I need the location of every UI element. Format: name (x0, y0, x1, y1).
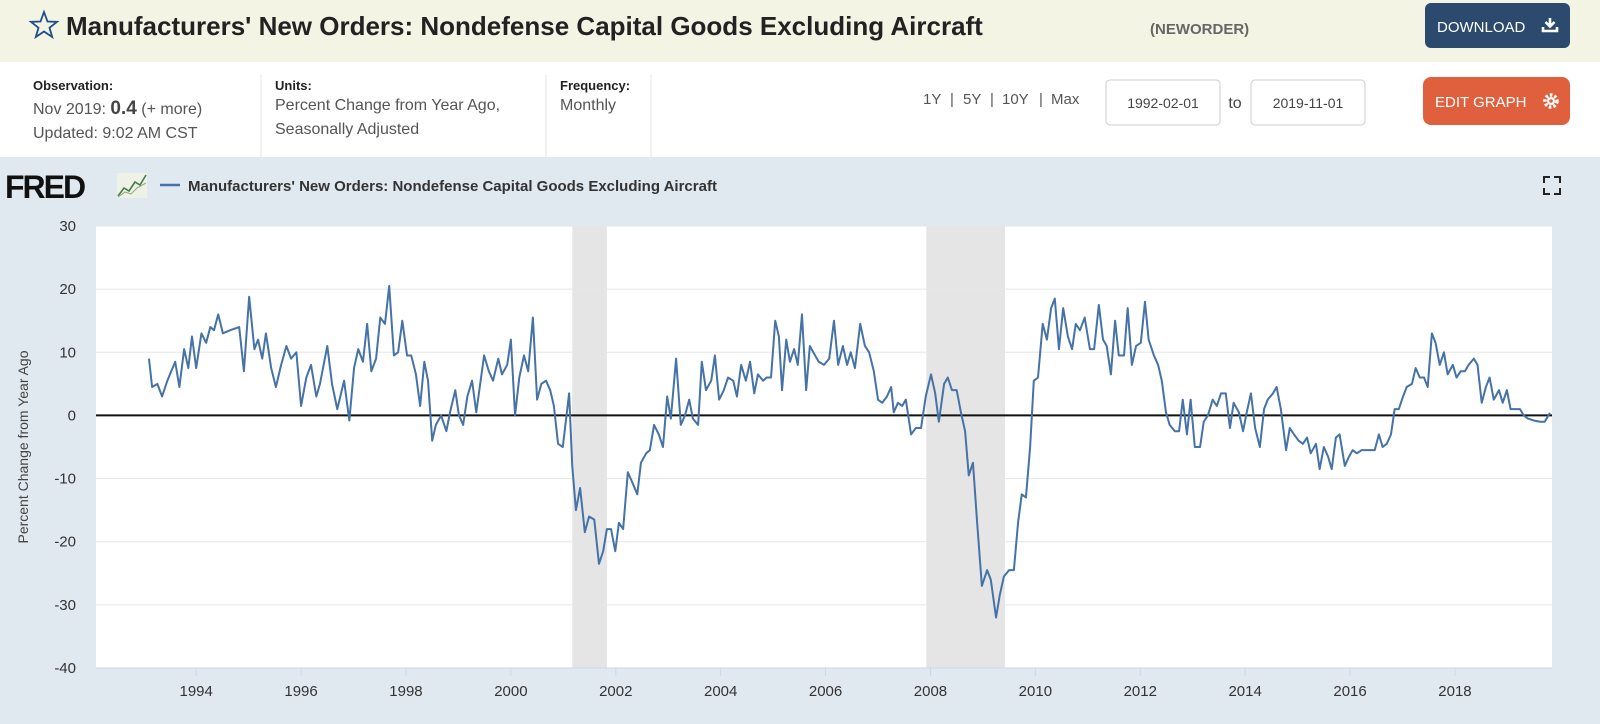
gear-icon (1543, 93, 1559, 109)
header-bar (0, 0, 1600, 62)
updated: Updated: 9:02 AM CST (33, 125, 198, 142)
download-button[interactable]: DOWNLOAD (1425, 3, 1570, 48)
x-tick-label: 2012 (1124, 683, 1157, 700)
logo-icon (117, 173, 147, 198)
x-tick-label: 2010 (1019, 683, 1052, 700)
range-separator: | (990, 91, 994, 108)
x-tick-label: 1998 (389, 683, 422, 700)
range-links: 1Y | 5Y | 10Y | Max (923, 91, 1080, 108)
fullscreen-icon[interactable] (1543, 176, 1561, 195)
edit-graph-bg[interactable] (1423, 77, 1570, 125)
y-tick-label: 0 (68, 407, 76, 424)
range-separator: | (950, 91, 954, 108)
edit-graph-button[interactable]: EDIT GRAPH (1423, 77, 1570, 125)
x-tick-label: 2018 (1438, 683, 1471, 700)
range-1y[interactable]: 1Y (923, 91, 941, 108)
y-tick-label: -40 (54, 660, 76, 677)
observation: Nov 2019: 0.4 (+ more) (33, 98, 202, 119)
x-tick-label: 1994 (179, 683, 212, 700)
range-5y[interactable]: 5Y (963, 91, 981, 108)
x-tick-label: 2000 (494, 683, 527, 700)
x-tick-label: 2002 (599, 683, 632, 700)
x-tick-label: 1996 (284, 683, 317, 700)
units-line: Seasonally Adjusted (275, 121, 419, 138)
edit-graph-label[interactable]: EDIT GRAPH (1435, 94, 1526, 111)
x-tick-label: 2008 (914, 683, 947, 700)
end-date-input[interactable] (1250, 79, 1366, 126)
y-tick-label: 20 (59, 281, 76, 298)
y-tick-label: -30 (54, 597, 76, 614)
range-max[interactable]: Max (1051, 91, 1080, 108)
legend-label: Manufacturers' New Orders: Nondefense Ca… (188, 178, 717, 195)
y-tick-label: 10 (59, 344, 76, 361)
y-tick-label: -10 (54, 471, 76, 488)
fred-logo: FRED (5, 169, 85, 205)
plot (96, 225, 1552, 676)
y-tick-label: -20 (54, 534, 76, 551)
download-button-bg[interactable] (1425, 3, 1570, 48)
x-tick-label: 2014 (1228, 683, 1261, 700)
range-separator: | (1039, 91, 1043, 108)
data-line (147, 284, 1551, 619)
page-title: Manufacturers' New Orders: Nondefense Ca… (66, 11, 983, 41)
logo-icon-line (117, 182, 147, 198)
frequency-label: Frequency: (560, 78, 630, 93)
plot-area (96, 226, 1552, 668)
end-date[interactable]: 2019-11-01 (1273, 95, 1344, 111)
more-link[interactable]: (+ more) (141, 101, 202, 118)
gear-icon (1549, 99, 1553, 103)
y-axis-title: Percent Change from Year Ago (15, 350, 31, 543)
start-date[interactable]: 1992-02-01 (1127, 95, 1199, 111)
recession-band (572, 226, 607, 668)
range-10y[interactable]: 10Y (1002, 91, 1029, 108)
to-label: to (1228, 95, 1241, 112)
download-label[interactable]: DOWNLOAD (1437, 19, 1526, 36)
download-icon (1541, 18, 1559, 33)
x-tick-label: 2006 (809, 683, 842, 700)
units-line: Percent Change from Year Ago, (275, 97, 500, 114)
favorite-star[interactable] (28, 9, 60, 40)
logo-icon-line (117, 174, 147, 197)
series-id: (NEWORDER) (1150, 21, 1249, 38)
frequency: Monthly (560, 97, 616, 114)
start-date-input[interactable] (1105, 79, 1221, 126)
y-tick-label: 30 (59, 218, 76, 235)
x-tick-label: 2016 (1333, 683, 1366, 700)
observation-label: Observation: (33, 78, 113, 93)
units-label: Units: (275, 78, 312, 93)
observation-date: Nov 2019: (33, 101, 106, 118)
observation-value: 0.4 (110, 98, 137, 119)
x-tick-label: 2004 (704, 683, 737, 700)
